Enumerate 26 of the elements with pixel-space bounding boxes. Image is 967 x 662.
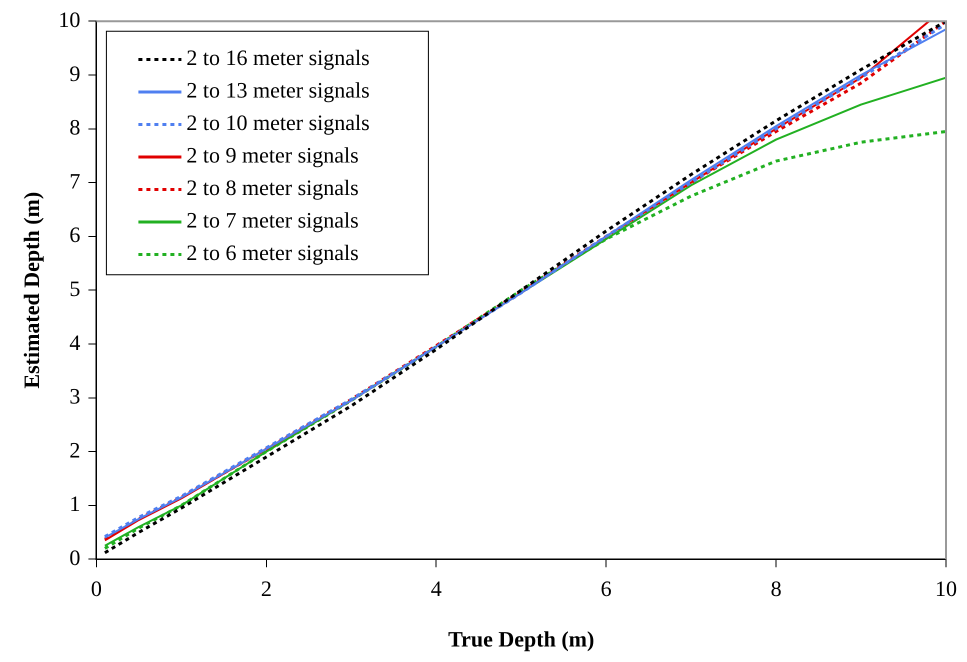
legend-label: 2 to 16 meter signals — [186, 45, 370, 70]
x-tick-label: 6 — [600, 576, 612, 602]
x-tick-label: 10 — [935, 576, 957, 602]
y-tick-label: 2 — [69, 437, 80, 462]
x-axis-title: True Depth (m) — [448, 626, 594, 652]
y-tick-label: 6 — [69, 222, 80, 248]
legend-label: 2 to 9 meter signals — [186, 142, 359, 168]
legend-label: 2 to 7 meter signals — [186, 208, 359, 233]
x-tick-label: 0 — [90, 576, 102, 602]
x-tick-label: 2 — [260, 576, 272, 602]
y-tick-label: 10 — [58, 6, 80, 32]
y-axis-title: Estimated Depth (m) — [18, 192, 44, 389]
legend-label: 2 to 10 meter signals — [186, 110, 370, 136]
y-tick-label: 9 — [69, 60, 80, 86]
legend-label: 2 to 6 meter signals — [186, 240, 359, 266]
y-tick-label: 5 — [69, 276, 80, 301]
y-tick-label: 1 — [69, 491, 80, 516]
y-tick-label: 0 — [69, 544, 80, 570]
y-tick-label: 3 — [69, 384, 80, 409]
x-tick-label: 8 — [770, 576, 782, 602]
x-tick-label: 4 — [430, 576, 442, 602]
y-tick-label: 7 — [69, 168, 80, 194]
y-tick-label: 8 — [69, 114, 80, 140]
legend-label: 2 to 13 meter signals — [186, 78, 370, 103]
y-tick-label: 4 — [69, 330, 80, 355]
legend-label: 2 to 8 meter signals — [186, 175, 359, 200]
